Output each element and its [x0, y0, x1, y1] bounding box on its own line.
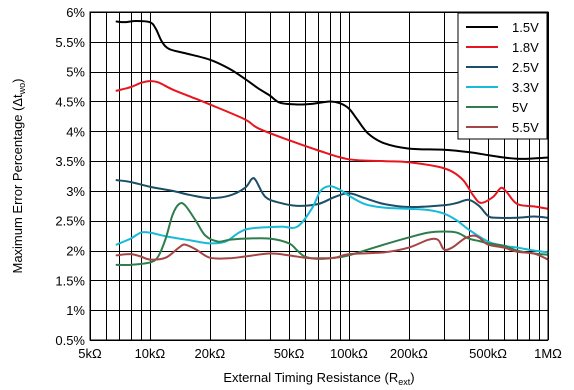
legend-box [457, 12, 548, 140]
legend-item-1-8v: 1.8V [466, 40, 539, 55]
y-tick-label: 4.5% [55, 94, 85, 109]
plot-frame [89, 11, 549, 341]
legend-item-1-5v: 1.5V [466, 20, 539, 35]
y-tick-label: 4% [66, 124, 85, 139]
series-line-5v [115, 201, 549, 267]
series-line-1-5v [115, 19, 549, 160]
x-tick-label: 200kΩ [390, 346, 428, 361]
x-tick-label: 1MΩ [534, 346, 562, 361]
x-axis-title: External Timing Resistance (Rext) [223, 370, 414, 387]
series-line-2-5v [115, 176, 549, 219]
x-tick-label: 100kΩ [330, 346, 368, 361]
legend-label: 5.5V [512, 120, 539, 135]
y-axis-title: Maximum Error Percentage (Δtwo) [10, 78, 27, 273]
x-tick-label: 10kΩ [135, 346, 166, 361]
x-tick-label: 50kΩ [274, 346, 305, 361]
y-tick-label: 6% [66, 5, 85, 20]
x-tick-label: 500kΩ [469, 346, 507, 361]
legend-item-2-5v: 2.5V [466, 60, 539, 75]
series-line-3-3v [115, 185, 549, 254]
series-line-1-8v [115, 80, 549, 210]
y-axis-title-sub: wo [17, 83, 27, 96]
x-axis-title-end: ) [410, 370, 414, 385]
legend-item-3-3v: 3.3V [466, 80, 539, 95]
legend-label: 3.3V [512, 80, 539, 95]
legend-label: 1.8V [512, 40, 539, 55]
y-tick-label: 3% [66, 184, 85, 199]
y-tick-label: 3.5% [55, 154, 85, 169]
legend-label: 2.5V [512, 60, 539, 75]
x-axis-title-sub: ext [398, 377, 411, 387]
y-tick-label: 1% [66, 303, 85, 318]
y-tick-label: 1.5% [55, 273, 85, 288]
x-axis-title-main: External Timing Resistance (R [223, 370, 398, 385]
y-tick-label: 0.5% [55, 333, 85, 348]
x-tick-label: 5kΩ [78, 346, 102, 361]
series-line-5-5v [115, 234, 549, 261]
x-tick-label: 20kΩ [194, 346, 225, 361]
legend-label: 1.5V [512, 20, 539, 35]
y-axis-title-main: Maximum Error Percentage (Δt [10, 94, 25, 274]
y-tick-label: 5.5% [55, 35, 85, 50]
legend-item-5v: 5V [466, 100, 528, 115]
y-tick-label: 5% [66, 65, 85, 80]
legend-item-5-5v: 5.5V [466, 120, 539, 135]
y-axis-title-end: ) [10, 78, 25, 82]
y-tick-label: 2.5% [55, 214, 85, 229]
legend: 1.5V 1.8V 2.5V 3.3V 5V 5.5V [457, 12, 548, 140]
y-tick-label: 2% [66, 244, 85, 259]
series-lines [115, 19, 549, 267]
tick-labels: 0.5% 1% 1.5% 2% 2.5% 3% 3.5% 4% 4.5% 5% 5.5% 6% 5kΩ 1… [55, 5, 562, 361]
legend-label: 5V [512, 100, 528, 115]
